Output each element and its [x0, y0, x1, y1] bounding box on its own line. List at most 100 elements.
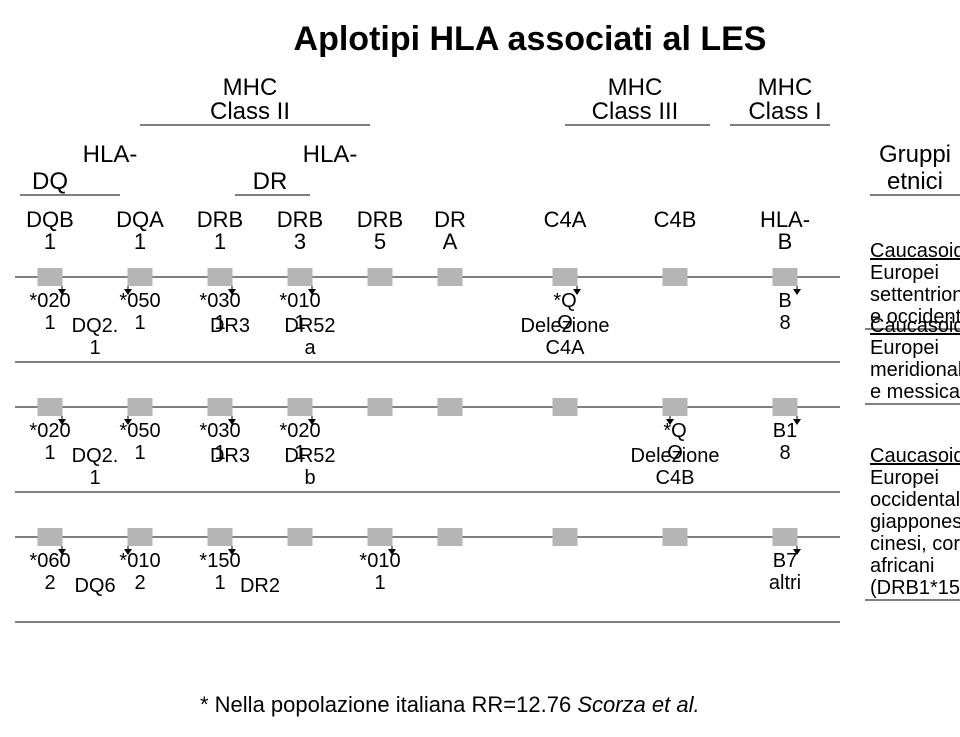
- hla-label: DR: [253, 168, 288, 195]
- allele-label: 2: [44, 572, 55, 594]
- allele-label: DQ6: [74, 575, 115, 597]
- allele-label: *050: [119, 290, 160, 312]
- allele-label: 1: [134, 312, 145, 334]
- locus-label: 1: [134, 229, 146, 254]
- allele-label: 1: [134, 442, 145, 464]
- gene-box: [438, 528, 463, 546]
- allele-label: b: [304, 467, 315, 489]
- allele-label: DR52: [284, 445, 335, 467]
- groups-label: Gruppi: [879, 141, 951, 168]
- allele-label: DR3: [210, 445, 250, 467]
- ethnic-desc: Europei: [870, 262, 939, 284]
- locus-label: B: [778, 229, 793, 254]
- allele-label: DR52: [284, 315, 335, 337]
- allele-label: *010: [119, 550, 160, 572]
- gene-box: [208, 528, 233, 546]
- gene-box: [288, 528, 313, 546]
- gene-box: [553, 528, 578, 546]
- gene-box: [128, 268, 153, 286]
- allele-label: 1: [44, 312, 55, 334]
- ethnic-desc: Europei: [870, 467, 939, 489]
- gene-box: [38, 268, 63, 286]
- allele-label: Delezione: [521, 315, 610, 337]
- allele-label: a: [304, 337, 316, 359]
- groups-label: etnici: [887, 168, 943, 195]
- allele-label: B7: [773, 550, 797, 572]
- mhc-label: Class II: [210, 98, 290, 125]
- gene-box: [208, 268, 233, 286]
- hla-label: DQ: [32, 168, 68, 195]
- gene-box: [128, 398, 153, 416]
- gene-box: [553, 398, 578, 416]
- gene-box: [288, 398, 313, 416]
- locus-label: 1: [214, 229, 226, 254]
- allele-label: 1: [44, 442, 55, 464]
- ethnic-desc: e messican: [870, 381, 960, 403]
- allele-label: Delezione: [631, 445, 720, 467]
- allele-label: 1: [214, 572, 225, 594]
- gene-box: [128, 528, 153, 546]
- gene-box: [773, 528, 798, 546]
- gene-box: [438, 268, 463, 286]
- ethnic-desc: Caucasoid: [870, 240, 960, 262]
- allele-label: *Q: [553, 290, 576, 312]
- allele-label: *010: [359, 550, 400, 572]
- ethnic-desc: (DRB1*1503: [870, 577, 960, 599]
- allele-label: *050: [119, 420, 160, 442]
- allele-label: 1: [89, 467, 100, 489]
- allele-label: DR3: [210, 315, 250, 337]
- gene-box: [368, 268, 393, 286]
- locus-label: 5: [374, 229, 386, 254]
- gene-box: [663, 528, 688, 546]
- allele-label: *030: [199, 420, 240, 442]
- allele-label: 2: [134, 572, 145, 594]
- gene-box: [438, 398, 463, 416]
- gene-box: [663, 398, 688, 416]
- gene-box: [773, 268, 798, 286]
- gene-box: [553, 268, 578, 286]
- allele-label: 8: [779, 312, 790, 334]
- ethnic-desc: africani: [870, 555, 934, 577]
- allele-label: B1: [773, 420, 797, 442]
- ethnic-desc: Caucasoid: [870, 445, 960, 467]
- allele-label: DQ2.: [72, 445, 119, 467]
- allele-label: B: [778, 290, 791, 312]
- allele-label: C4A: [546, 337, 586, 359]
- locus-label: 1: [44, 229, 56, 254]
- gene-box: [663, 268, 688, 286]
- ethnic-desc: cinesi, corea: [870, 533, 960, 555]
- arrow-head: [793, 289, 801, 295]
- allele-label: *020: [279, 420, 320, 442]
- allele-label: DQ2.: [72, 315, 119, 337]
- allele-label: *060: [29, 550, 70, 572]
- ethnic-desc: Caucasoid: [870, 315, 960, 337]
- hla-label: HLA-: [303, 141, 358, 168]
- allele-label: *020: [29, 290, 70, 312]
- mhc-label: Class III: [592, 98, 679, 125]
- gene-box: [368, 398, 393, 416]
- hla-label: HLA-: [83, 141, 138, 168]
- allele-label: C4B: [656, 467, 695, 489]
- locus-label: 3: [294, 229, 306, 254]
- ethnic-desc: giapponesi: [870, 511, 960, 533]
- allele-label: 1: [374, 572, 385, 594]
- hla-diagram: MHCClass IIMHCClass IIIMHCClass IHLA-DQH…: [10, 77, 960, 737]
- gene-box: [288, 268, 313, 286]
- allele-label: altri: [769, 572, 801, 594]
- allele-label: *020: [29, 420, 70, 442]
- ethnic-desc: settentriona: [870, 284, 960, 306]
- gene-box: [368, 528, 393, 546]
- allele-label: 8: [779, 442, 790, 464]
- allele-label: *030: [199, 290, 240, 312]
- gene-box: [773, 398, 798, 416]
- gene-box: [38, 398, 63, 416]
- locus-label: A: [443, 229, 458, 254]
- footnote: * Nella popolazione italiana RR=12.76 Sc…: [200, 692, 700, 717]
- allele-label: *150: [199, 550, 240, 572]
- allele-label: DR2: [240, 575, 280, 597]
- locus-label: C4B: [654, 207, 697, 232]
- gene-box: [38, 528, 63, 546]
- allele-label: *010: [279, 290, 320, 312]
- locus-label: C4A: [544, 207, 587, 232]
- allele-label: *Q: [663, 420, 686, 442]
